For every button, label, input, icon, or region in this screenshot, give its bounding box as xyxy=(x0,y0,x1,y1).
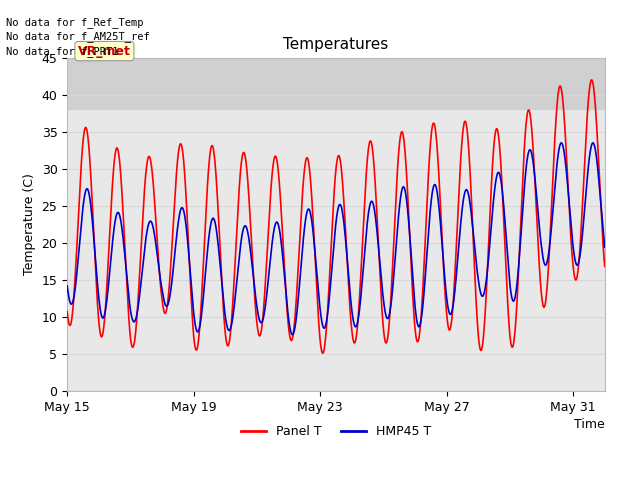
Text: VR_met: VR_met xyxy=(78,45,131,58)
Text: No data for f_PRT1: No data for f_PRT1 xyxy=(6,46,119,57)
Text: Time: Time xyxy=(574,418,605,431)
Y-axis label: Temperature (C): Temperature (C) xyxy=(23,173,36,276)
Legend: Panel T, HMP45 T: Panel T, HMP45 T xyxy=(236,420,436,444)
Title: Temperatures: Temperatures xyxy=(284,37,388,52)
Text: No data for f_Ref_Temp: No data for f_Ref_Temp xyxy=(6,17,144,28)
Text: No data for f_AM25T_ref: No data for f_AM25T_ref xyxy=(6,31,150,42)
Bar xyxy=(67,58,605,109)
